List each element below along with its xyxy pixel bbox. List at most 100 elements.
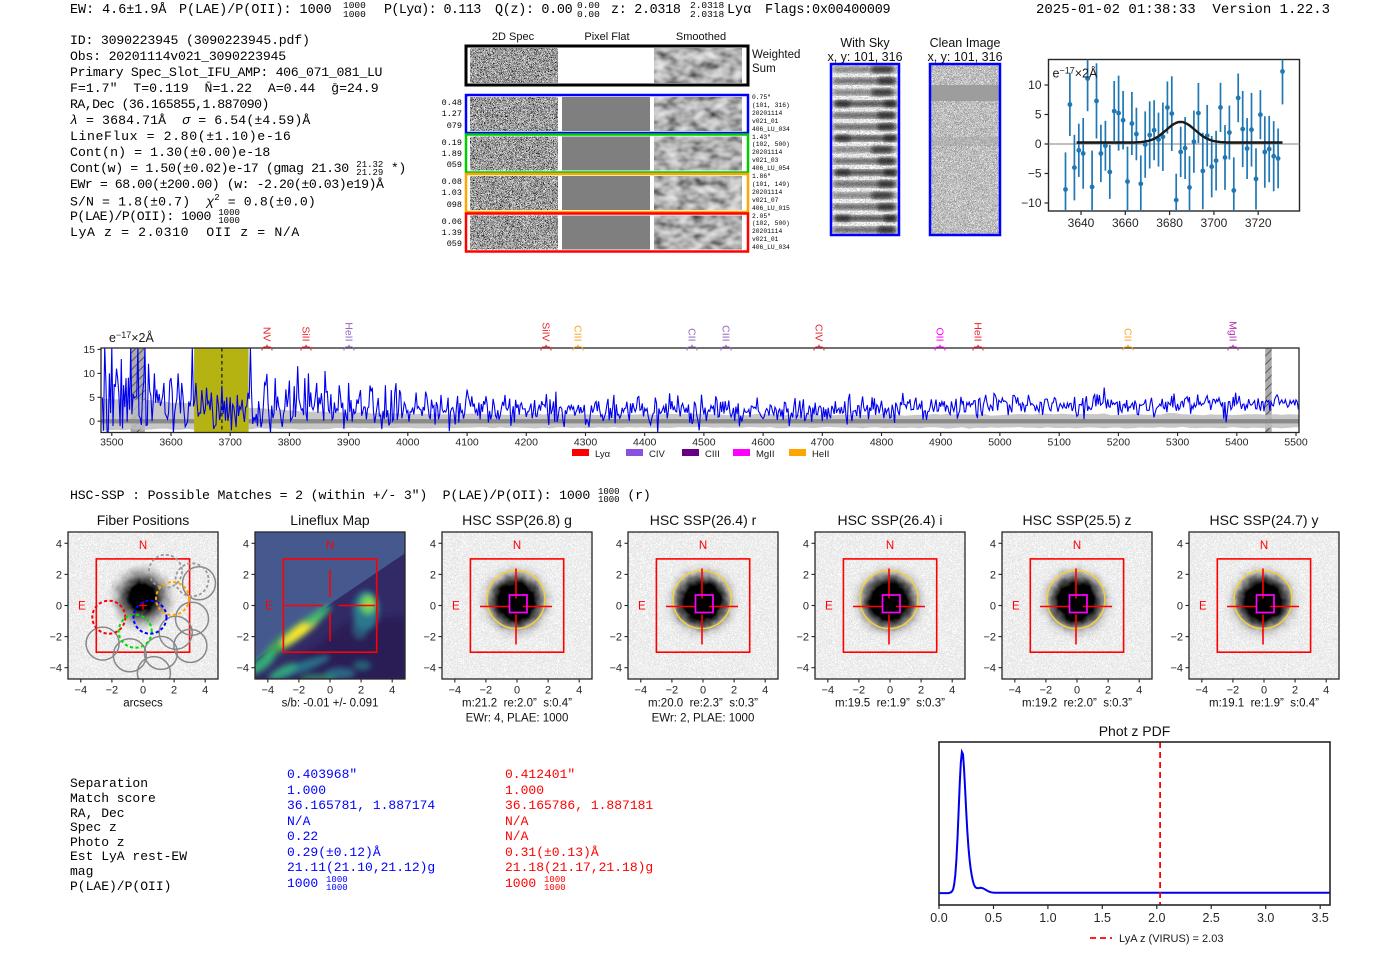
svg-text:−2: −2	[49, 632, 62, 644]
svg-text:2: 2	[171, 685, 177, 697]
svg-text:−2: −2	[236, 632, 249, 644]
svg-text:0: 0	[140, 685, 146, 697]
svg-text:4: 4	[616, 538, 622, 550]
svg-text:0: 0	[243, 601, 249, 613]
svg-text:3.0: 3.0	[1257, 911, 1274, 925]
svg-text:arcsecs: arcsecs	[123, 698, 163, 710]
svg-text:EWr: 4, PLAE: 1000: EWr: 4, PLAE: 1000	[466, 713, 569, 725]
svg-text:2: 2	[358, 685, 364, 697]
svg-text:4: 4	[990, 538, 996, 550]
svg-text:5400: 5400	[1225, 437, 1249, 449]
svg-text:e−17×2Å: e−17×2Å	[109, 330, 154, 345]
svg-text:2: 2	[1292, 685, 1298, 697]
svg-text:2: 2	[545, 685, 551, 697]
svg-text:−2: −2	[1170, 632, 1183, 644]
svg-text:HeII: HeII	[812, 449, 829, 460]
svg-text:1.5: 1.5	[1094, 911, 1111, 925]
svg-text:m:19.2 re:2.0” s:0.3”: m:19.2 re:2.0” s:0.3”	[1022, 698, 1132, 710]
svg-text:−2: −2	[1040, 685, 1053, 697]
svg-text:Lineflux Map: Lineflux Map	[290, 512, 370, 528]
svg-text:5100: 5100	[1048, 437, 1072, 449]
svg-text:3500: 3500	[100, 437, 124, 449]
svg-text:MgII: MgII	[1227, 321, 1239, 341]
svg-text:CIII: CIII	[572, 325, 584, 341]
svg-text:2.5: 2.5	[1203, 911, 1220, 925]
svg-text:5500: 5500	[1284, 437, 1308, 449]
svg-text:e−17×2Å: e−17×2Å	[1053, 66, 1098, 81]
svg-text:m:19.1 re:1.9” s:0.4”: m:19.1 re:1.9” s:0.4”	[1209, 698, 1319, 710]
svg-text:2: 2	[803, 569, 809, 581]
svg-text:CIII: CIII	[705, 449, 720, 460]
svg-text:E: E	[638, 601, 646, 613]
svg-text:15: 15	[83, 344, 95, 356]
svg-text:4: 4	[202, 685, 208, 697]
svg-text:4700: 4700	[811, 437, 835, 449]
svg-text:−10: −10	[1021, 196, 1042, 210]
svg-text:3720: 3720	[1245, 216, 1272, 230]
svg-text:−4: −4	[1196, 685, 1209, 697]
svg-text:E: E	[1199, 601, 1207, 613]
svg-text:4100: 4100	[455, 437, 479, 449]
svg-text:1.0: 1.0	[1039, 911, 1056, 925]
svg-text:Fiber Positions: Fiber Positions	[97, 512, 190, 528]
svg-text:N: N	[326, 540, 334, 552]
svg-text:2: 2	[56, 569, 62, 581]
svg-text:−4: −4	[635, 685, 648, 697]
svg-text:−2: −2	[480, 685, 493, 697]
svg-text:0: 0	[56, 601, 62, 613]
svg-text:SiII: SiII	[300, 326, 312, 341]
svg-text:HSC SSP(24.7) y: HSC SSP(24.7) y	[1210, 512, 1319, 528]
svg-text:−2: −2	[1227, 685, 1240, 697]
svg-text:−4: −4	[236, 663, 249, 675]
svg-text:−2: −2	[796, 632, 809, 644]
svg-text:3900: 3900	[337, 437, 361, 449]
svg-text:3800: 3800	[278, 437, 302, 449]
svg-text:3600: 3600	[159, 437, 183, 449]
svg-text:4: 4	[389, 685, 395, 697]
svg-text:N: N	[139, 540, 147, 552]
svg-text:4: 4	[243, 538, 249, 550]
svg-text:0: 0	[990, 601, 996, 613]
svg-text:m:20.0 re:2.3” s:0.3”: m:20.0 re:2.3” s:0.3”	[648, 698, 758, 710]
svg-text:−2: −2	[666, 685, 679, 697]
svg-text:0: 0	[700, 685, 706, 697]
svg-text:2: 2	[990, 569, 996, 581]
svg-text:3700: 3700	[219, 437, 243, 449]
svg-text:EWr: 2, PLAE: 1000: EWr: 2, PLAE: 1000	[652, 713, 755, 725]
svg-text:−4: −4	[609, 663, 622, 675]
svg-text:0: 0	[616, 601, 622, 613]
svg-text:0: 0	[430, 601, 436, 613]
svg-text:−2: −2	[293, 685, 306, 697]
svg-text:0.5: 0.5	[985, 911, 1002, 925]
svg-text:−4: −4	[1170, 663, 1183, 675]
svg-text:HSC SSP(26.8) g: HSC SSP(26.8) g	[462, 512, 572, 528]
svg-text:2: 2	[731, 685, 737, 697]
svg-text:E: E	[78, 601, 86, 613]
svg-text:2: 2	[918, 685, 924, 697]
svg-text:−4: −4	[983, 663, 996, 675]
svg-text:0: 0	[89, 416, 95, 428]
svg-text:HeII: HeII	[343, 322, 355, 341]
svg-text:−5: −5	[1028, 167, 1042, 181]
svg-text:4300: 4300	[574, 437, 598, 449]
svg-text:2: 2	[616, 569, 622, 581]
svg-text:2: 2	[1177, 569, 1183, 581]
svg-text:E: E	[825, 601, 833, 613]
svg-text:−2: −2	[106, 685, 119, 697]
svg-text:E: E	[452, 601, 460, 613]
svg-text:s/b: -0.01 +/- 0.091: s/b: -0.01 +/- 0.091	[282, 698, 379, 710]
svg-text:m:19.5 re:1.9” s:0.3”: m:19.5 re:1.9” s:0.3”	[835, 698, 945, 710]
svg-text:CIII: CIII	[720, 325, 732, 341]
svg-text:CII: CII	[1122, 328, 1134, 341]
svg-text:2.0: 2.0	[1148, 911, 1165, 925]
svg-text:Phot z PDF: Phot z PDF	[1099, 723, 1171, 739]
svg-text:N: N	[1073, 540, 1081, 552]
svg-text:−2: −2	[609, 632, 622, 644]
svg-text:3700: 3700	[1201, 216, 1228, 230]
svg-text:−4: −4	[1009, 685, 1022, 697]
svg-text:CIV: CIV	[649, 449, 666, 460]
svg-text:LyA z (VIRUS) = 2.03: LyA z (VIRUS) = 2.03	[1119, 933, 1223, 945]
svg-text:4800: 4800	[870, 437, 894, 449]
svg-text:5200: 5200	[1107, 437, 1131, 449]
svg-text:10: 10	[1028, 78, 1042, 92]
